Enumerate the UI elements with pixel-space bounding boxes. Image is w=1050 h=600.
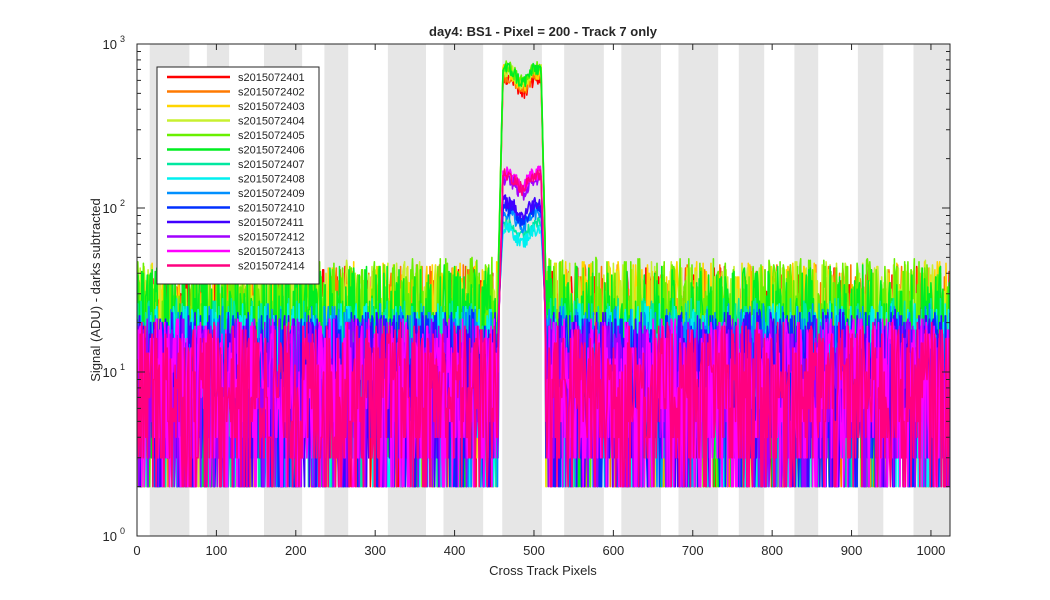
y-tick-label-2: 10 bbox=[103, 201, 117, 216]
x-tick-label-10: 1000 bbox=[916, 543, 945, 558]
x-tick-label-3: 300 bbox=[364, 543, 386, 558]
plot-frame bbox=[136, 43, 951, 537]
x-tick-label-9: 900 bbox=[841, 543, 863, 558]
x-tick-label-0: 0 bbox=[133, 543, 140, 558]
legend-label-s2015072410: s2015072410 bbox=[238, 203, 305, 215]
series-line-s2015072414 bbox=[137, 168, 950, 488]
legend-label-s2015072411: s2015072411 bbox=[238, 217, 304, 229]
x-tick-label-4: 400 bbox=[444, 543, 466, 558]
y-tick-label-0: 10 bbox=[103, 529, 117, 544]
y-tick-exponent-2: 2 bbox=[120, 198, 125, 208]
x-tick-label-2: 200 bbox=[285, 543, 307, 558]
legend-entries: s2015072401 s2015072402 s2015072403 s201507… bbox=[167, 72, 305, 273]
legend: s2015072401 s2015072402 s2015072403 s201507… bbox=[156, 66, 320, 285]
y-tick-exponent-0: 0 bbox=[120, 526, 125, 536]
legend-label-s2015072403: s2015072403 bbox=[238, 101, 305, 113]
x-axis-label: Cross Track Pixels bbox=[489, 563, 597, 578]
legend-box bbox=[156, 66, 320, 285]
legend-label-s2015072412: s2015072412 bbox=[238, 232, 305, 244]
y-tick-exponent-3: 3 bbox=[120, 34, 125, 44]
x-tick-label-8: 800 bbox=[761, 543, 783, 558]
legend-label-s2015072404: s2015072404 bbox=[238, 116, 305, 128]
shaded-band-6 bbox=[502, 44, 542, 536]
y-axis-label: Signal (ADU) - darks subtracted bbox=[88, 198, 103, 382]
chart-title: day4: BS1 - Pixel = 200 - Track 7 only bbox=[429, 24, 658, 39]
legend-label-s2015072405: s2015072405 bbox=[238, 130, 305, 142]
legend-label-s2015072407: s2015072407 bbox=[238, 159, 305, 171]
legend-label-s2015072402: s2015072402 bbox=[238, 87, 305, 99]
y-tick-exponent-1: 1 bbox=[120, 362, 125, 372]
x-tick-label-5: 500 bbox=[523, 543, 545, 558]
x-tick-label-7: 700 bbox=[682, 543, 704, 558]
legend-label-s2015072409: s2015072409 bbox=[238, 188, 305, 200]
x-axis: 0 100 200 300 400 500 600 700 800 900 1000 bbox=[133, 44, 945, 558]
legend-label-s2015072413: s2015072413 bbox=[238, 246, 305, 258]
y-tick-label-3: 10 bbox=[103, 37, 117, 52]
legend-label-s2015072406: s2015072406 bbox=[238, 145, 305, 157]
x-tick-label-6: 600 bbox=[603, 543, 625, 558]
legend-label-s2015072408: s2015072408 bbox=[238, 174, 305, 186]
legend-label-s2015072401: s2015072401 bbox=[238, 72, 305, 84]
series-lines bbox=[137, 60, 950, 488]
y-tick-label-1: 10 bbox=[103, 365, 117, 380]
x-tick-label-1: 100 bbox=[206, 543, 228, 558]
legend-label-s2015072414: s2015072414 bbox=[238, 261, 305, 273]
